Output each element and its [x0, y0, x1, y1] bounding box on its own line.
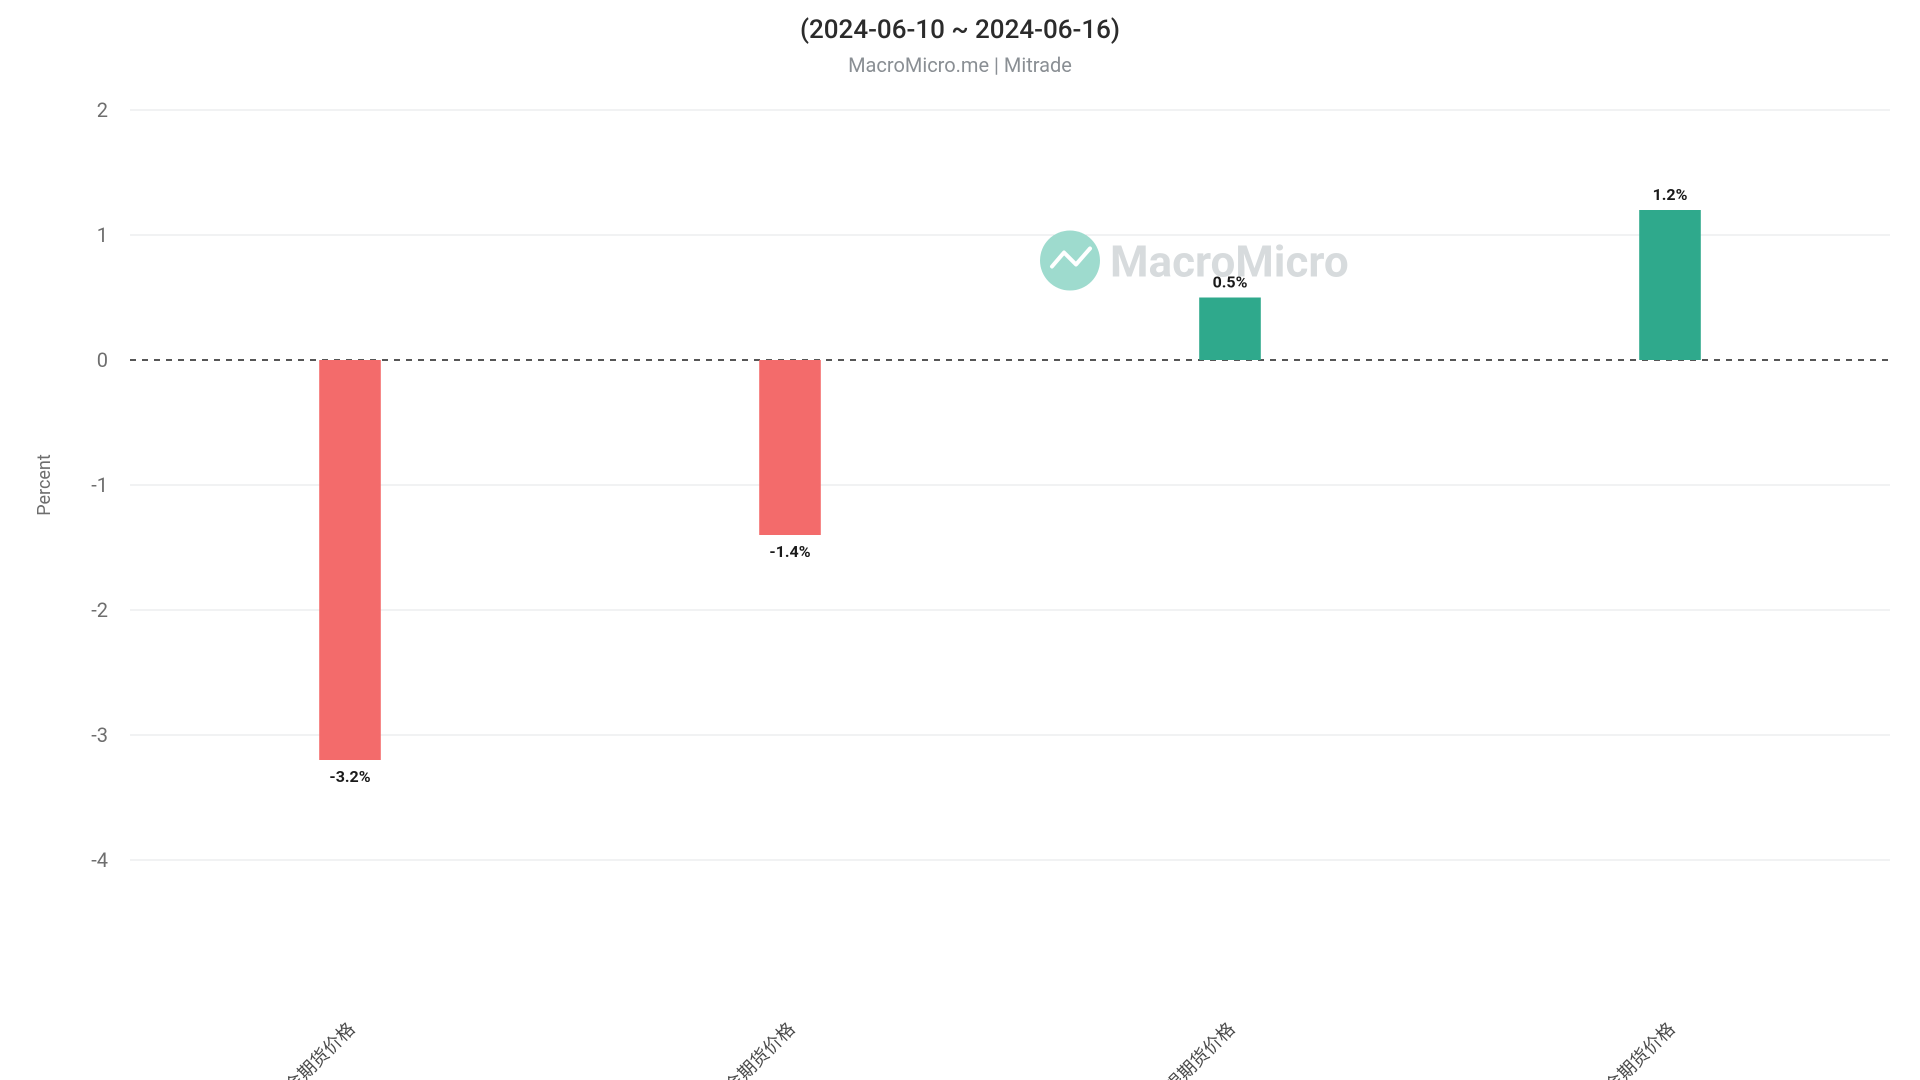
y-tick-label: 0: [97, 348, 108, 372]
bar: [1639, 210, 1701, 360]
chart-container: (2024-06-10 ~ 2024-06-16) MacroMicro.me |…: [0, 0, 1920, 1080]
watermark: MacroMicro: [1040, 231, 1349, 291]
x-category-label: NYMEX-白银期货价格: [1102, 1019, 1239, 1080]
x-category-label: NYMEX-黄金期货价格: [1542, 1019, 1679, 1080]
x-category-label: NYMEX-铂金期货价格: [662, 1019, 799, 1080]
y-tick-label: 2: [97, 98, 108, 122]
bar-chart-svg: (2024-06-10 ~ 2024-06-16) MacroMicro.me |…: [0, 0, 1920, 1080]
bar-value-label: -3.2%: [329, 767, 370, 786]
y-tick-label: -2: [91, 598, 108, 622]
y-tick-label: -4: [91, 848, 108, 872]
bar: [319, 360, 381, 760]
chart-subtitle: MacroMicro.me | Mitrade: [848, 53, 1072, 77]
y-axis-label: Percent: [34, 454, 55, 516]
y-tick-label: -1: [91, 473, 108, 497]
y-tick-label: 1: [97, 223, 108, 247]
bar-value-label: -1.4%: [769, 542, 810, 561]
bar-value-label: 1.2%: [1653, 185, 1688, 204]
bar-value-label: 0.5%: [1213, 273, 1248, 292]
x-category-label: NYMEX-钯金期货价格: [222, 1019, 359, 1080]
bar: [1199, 298, 1261, 361]
bar: [759, 360, 821, 535]
y-tick-label: -3: [91, 723, 108, 747]
chart-title: (2024-06-10 ~ 2024-06-16): [800, 15, 1120, 45]
